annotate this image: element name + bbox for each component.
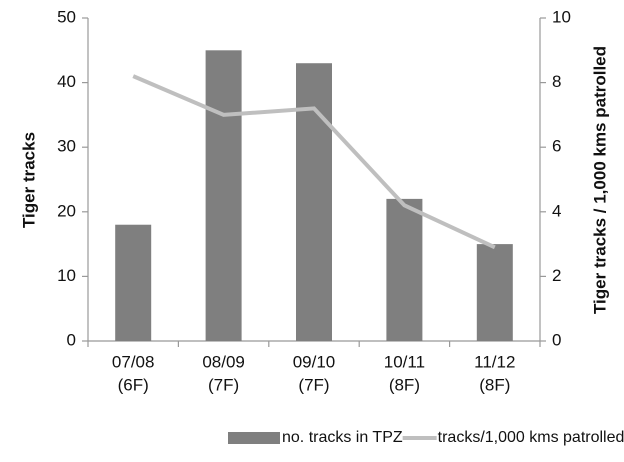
x-tick-label: 07/08 [112,352,155,371]
legend-swatch [228,432,280,444]
x-tick-label: 10/11 [384,352,425,371]
y2-tick-label: 10 [552,7,571,26]
bar [296,63,332,341]
bar [205,50,242,342]
y-tick-label: 20 [57,201,76,220]
legend-label: no. tracks in TPZ [282,429,403,446]
x-tick-label: (7F) [298,375,329,394]
x-tick-label: 09/10 [293,352,336,371]
y-tick-label: 50 [57,7,76,26]
x-tick-label: 11/12 [474,352,515,371]
x-tick-label: (8F) [479,375,510,394]
y-axis-title: Tiger tracks [19,132,38,228]
x-tick-label: (7F) [208,375,239,394]
bar [386,198,423,341]
y-tick-label: 10 [57,266,76,285]
y-tick-label: 0 [67,330,76,349]
line [132,74,496,250]
y2-tick-label: 8 [552,72,561,91]
y2-tick-label: 6 [552,137,561,156]
x-tick-label: 08/09 [202,352,245,371]
y2-tick-label: 4 [552,201,561,220]
x-tick-label: (6F) [118,375,149,394]
bar [115,224,152,341]
y-tick-label: 30 [57,137,76,156]
legend-label: tracks/1,000 kms patrolled in TPZ [438,429,624,446]
y2-tick-label: 0 [552,330,561,349]
bar [476,244,513,341]
y2-axis-title: Tiger tracks / 1,000 kms patrolled [590,46,609,314]
y-tick-label: 40 [57,72,76,91]
y2-tick-label: 2 [552,266,561,285]
x-tick-label: (8F) [389,375,420,394]
